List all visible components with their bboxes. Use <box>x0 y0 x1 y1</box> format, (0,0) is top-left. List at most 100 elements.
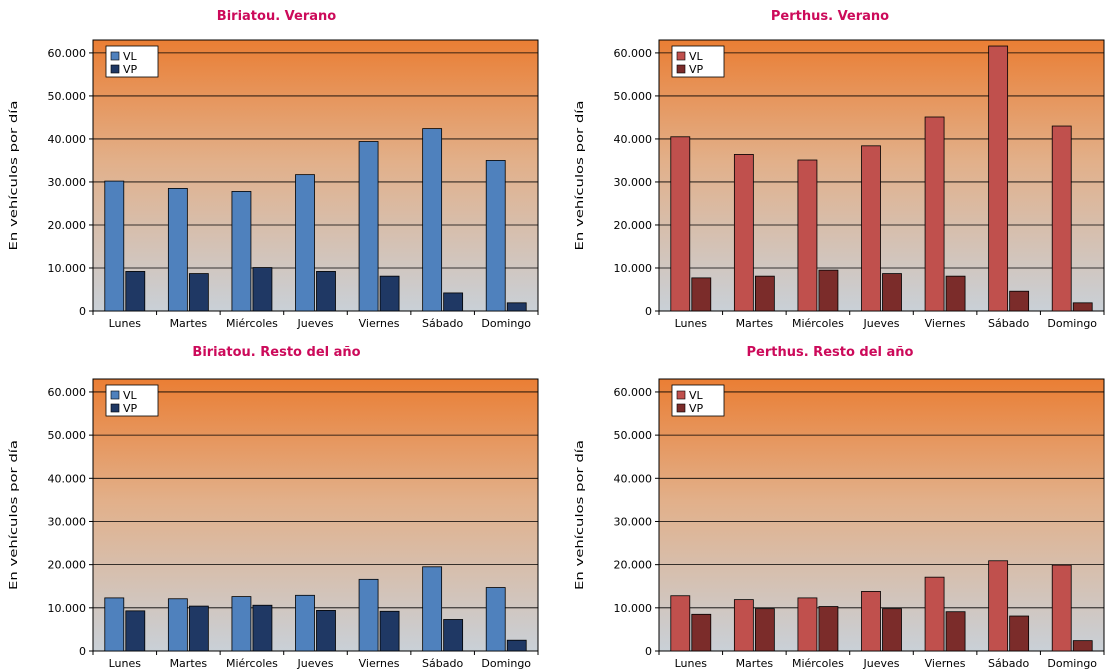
bar-vp <box>506 639 527 652</box>
bar-vl <box>797 159 818 312</box>
y-axis-label: En vehículos por día <box>7 440 20 590</box>
plot-area <box>92 378 539 652</box>
bar-vl <box>485 587 506 652</box>
x-tick-label: Jueves <box>297 657 334 670</box>
chart-title: Perthus. Verano <box>770 9 890 24</box>
legend-label: VP <box>123 402 138 415</box>
bar-vl <box>358 578 379 652</box>
y-tick-label: 10.000 <box>48 602 87 615</box>
bar-vp <box>754 608 775 652</box>
bar-vp <box>506 302 527 312</box>
bar-vl <box>358 141 379 312</box>
bar-vl <box>231 191 252 312</box>
y-tick-label: 10.000 <box>614 262 653 275</box>
x-tick-label: Viernes <box>359 317 400 330</box>
bar-vp <box>443 619 464 652</box>
x-tick-label: Domingo <box>481 317 531 330</box>
bar-vp <box>443 292 464 312</box>
chart-svg: 0 10.000 20.000 30.000 40.000 50.000 60.000 En … <box>7 378 539 670</box>
y-tick-label: 60.000 <box>614 47 653 60</box>
y-tick-label: 30.000 <box>614 515 653 528</box>
bar-vl <box>988 45 1009 312</box>
chart-title: Biriatou. Resto del año <box>192 345 361 360</box>
x-tick-label: Miércoles <box>792 657 844 670</box>
bar-vp <box>379 275 400 312</box>
bar-vl <box>861 591 881 652</box>
bar-vp <box>818 606 839 652</box>
y-tick-label: 40.000 <box>48 472 87 485</box>
bar-vp <box>1072 302 1093 312</box>
x-tick-label: Lunes <box>109 657 142 670</box>
y-tick-label: 60.000 <box>614 386 653 399</box>
chart-title: Perthus. Resto del año <box>746 345 914 360</box>
plot-area <box>658 378 1105 652</box>
legend-swatch <box>110 64 120 74</box>
legend-label: VP <box>689 63 704 76</box>
y-tick-label: 30.000 <box>614 176 653 189</box>
bar-vp <box>125 271 146 312</box>
y-tick-label: 30.000 <box>48 176 87 189</box>
y-tick-label: 20.000 <box>614 219 653 232</box>
chart-panel-biriatou-verano: Biriatou. Verano 0 10.000 20.000 30.000 40.0… <box>0 0 553 335</box>
x-tick-label: Martes <box>170 317 208 330</box>
x-tick-label: Sábado <box>422 657 463 670</box>
bar-vp <box>188 273 209 312</box>
bar-vl <box>167 188 188 312</box>
bar-vp <box>882 273 902 312</box>
bar-vl <box>1051 564 1072 652</box>
bar-vl <box>924 576 945 652</box>
chart-panel-perthus-resto: Perthus. Resto del año 0 10.000 20.000 30.0… <box>553 335 1107 670</box>
x-tick-label: Domingo <box>481 657 531 670</box>
bar-vl <box>295 594 315 652</box>
y-tick-label: 30.000 <box>48 515 87 528</box>
legend-label: VL <box>123 50 138 63</box>
x-tick-label: Miércoles <box>226 317 278 330</box>
bar-vp <box>379 610 400 652</box>
bar-vl <box>231 596 252 652</box>
bar-vl <box>797 597 818 652</box>
legend-label: VL <box>689 389 704 402</box>
bar-vp <box>188 605 209 652</box>
bar-vl <box>485 160 506 312</box>
x-tick-label: Miércoles <box>226 657 278 670</box>
y-tick-label: 20.000 <box>48 219 87 232</box>
bar-vl <box>670 136 691 312</box>
bar-vl <box>104 180 125 312</box>
y-axis-label: En vehículos por día <box>573 440 586 590</box>
y-tick-label: 40.000 <box>614 133 653 146</box>
bar-vl <box>733 599 754 652</box>
plot-area <box>658 39 1105 312</box>
y-tick-label: 50.000 <box>48 429 87 442</box>
legend-swatch <box>110 403 120 413</box>
bar-vp <box>1009 290 1030 312</box>
bar-vl <box>422 566 443 652</box>
y-tick-label: 60.000 <box>48 47 87 60</box>
bar-vp <box>252 267 273 312</box>
y-tick-label: 20.000 <box>48 559 87 572</box>
x-tick-label: Sábado <box>988 657 1029 670</box>
y-axis-label: En vehículos por día <box>573 101 586 251</box>
x-tick-label: Jueves <box>863 317 900 330</box>
x-tick-label: Jueves <box>297 317 334 330</box>
legend-swatch <box>676 390 686 400</box>
bar-vl <box>1051 125 1072 312</box>
chart-svg: 0 10.000 20.000 30.000 40.000 50.000 60.000 En … <box>573 378 1105 670</box>
chart-panel-biriatou-resto: Biriatou. Resto del año 0 10.000 20.000 30.… <box>0 335 553 670</box>
legend-swatch <box>110 51 120 61</box>
y-tick-label: 0 <box>79 645 86 658</box>
bar-vp <box>754 275 775 312</box>
bar-vp <box>1072 640 1093 652</box>
bar-vl <box>733 154 754 312</box>
bar-vp <box>691 613 712 652</box>
y-tick-label: 40.000 <box>48 133 87 146</box>
x-tick-label: Viernes <box>359 657 400 670</box>
legend-swatch <box>676 64 686 74</box>
bar-vp <box>818 269 839 312</box>
y-tick-label: 50.000 <box>614 429 653 442</box>
x-tick-label: Viernes <box>925 657 966 670</box>
bar-vl <box>422 128 443 312</box>
bar-vl <box>295 174 315 312</box>
bar-vl <box>670 595 691 652</box>
x-tick-label: Sábado <box>422 317 463 330</box>
x-tick-label: Lunes <box>675 317 708 330</box>
